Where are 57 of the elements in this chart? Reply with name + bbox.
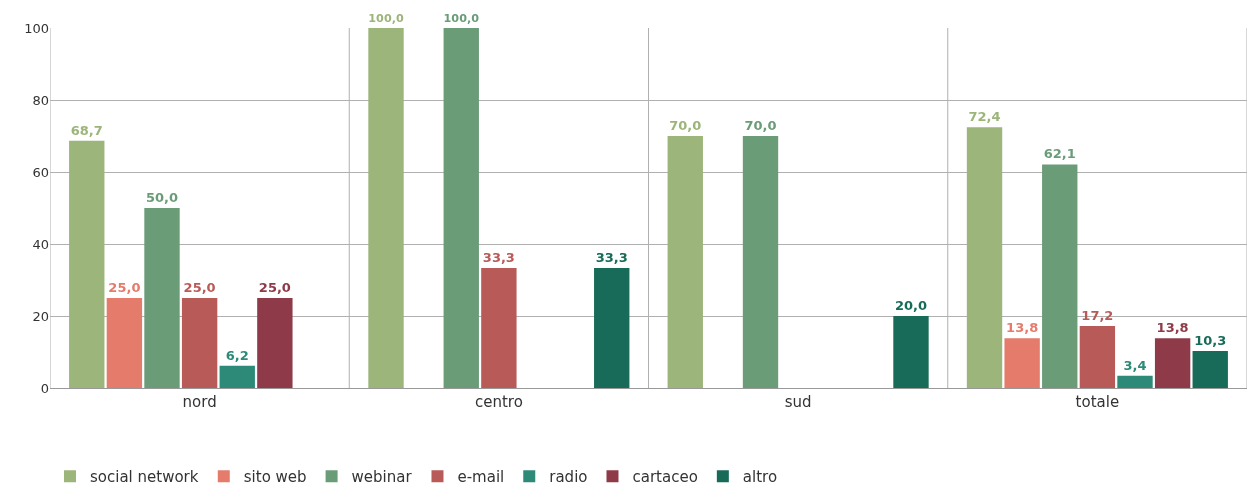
data-label: 25,0 (258, 280, 291, 295)
legend-label: social network (90, 468, 199, 487)
bar (667, 136, 703, 388)
legend-label: e-mail (457, 468, 505, 487)
data-label: 20,0 (894, 298, 928, 313)
data-label: 62,1 (1043, 146, 1076, 162)
y-tick-label: 20 (32, 308, 49, 324)
bar (144, 208, 180, 388)
bar (443, 28, 479, 388)
data-label: 13,8 (1006, 320, 1039, 336)
bar (1004, 338, 1040, 388)
bar (257, 298, 293, 388)
bar (481, 268, 517, 388)
bar (1042, 164, 1078, 388)
legend-label: webinar (351, 468, 413, 487)
bar (106, 298, 143, 388)
x-tick-label: sud (784, 393, 812, 411)
bar (1154, 338, 1191, 388)
data-label: 100,0 (443, 12, 480, 26)
legend-label: sito web (243, 468, 307, 487)
bar (368, 28, 404, 388)
y-tick-label: 0 (40, 380, 49, 396)
data-label: 33,3 (595, 250, 628, 266)
bar (1117, 375, 1153, 388)
legend-label: cartaceo (632, 468, 698, 487)
bar (893, 316, 929, 388)
legend-label: altro (742, 468, 778, 487)
y-tick-label: 80 (32, 92, 49, 108)
data-label: 17,2 (1081, 308, 1114, 324)
data-label: 3,4 (1123, 357, 1147, 373)
data-label: 70,0 (669, 118, 702, 133)
data-label: 13,8 (1156, 320, 1189, 336)
bar (219, 365, 255, 388)
data-label: 25,0 (108, 280, 141, 295)
bar (742, 136, 779, 388)
data-label: 72,4 (968, 109, 1001, 125)
data-label: 25,0 (183, 280, 216, 295)
x-tick-label: nord (182, 393, 217, 411)
data-label: 10,3 (1194, 332, 1227, 348)
data-label: 50,0 (145, 190, 179, 205)
bar (594, 268, 630, 388)
bar (1079, 326, 1116, 388)
data-label: 33,3 (482, 250, 515, 266)
data-label: 6,2 (225, 347, 249, 363)
bar (1192, 350, 1228, 388)
y-tick-label: 40 (32, 236, 49, 252)
bar (181, 298, 218, 388)
x-tick-label: centro (474, 393, 523, 411)
bar (69, 140, 105, 388)
bar (966, 127, 1003, 388)
data-label: 100,0 (368, 12, 404, 26)
y-tick-label: 100 (24, 20, 49, 36)
y-tick-label: 60 (32, 164, 49, 180)
data-label: 70,0 (744, 118, 777, 133)
legend-label: radio (549, 468, 588, 487)
x-tick-label: totale (1075, 393, 1120, 411)
data-label: 68,7 (70, 122, 103, 138)
